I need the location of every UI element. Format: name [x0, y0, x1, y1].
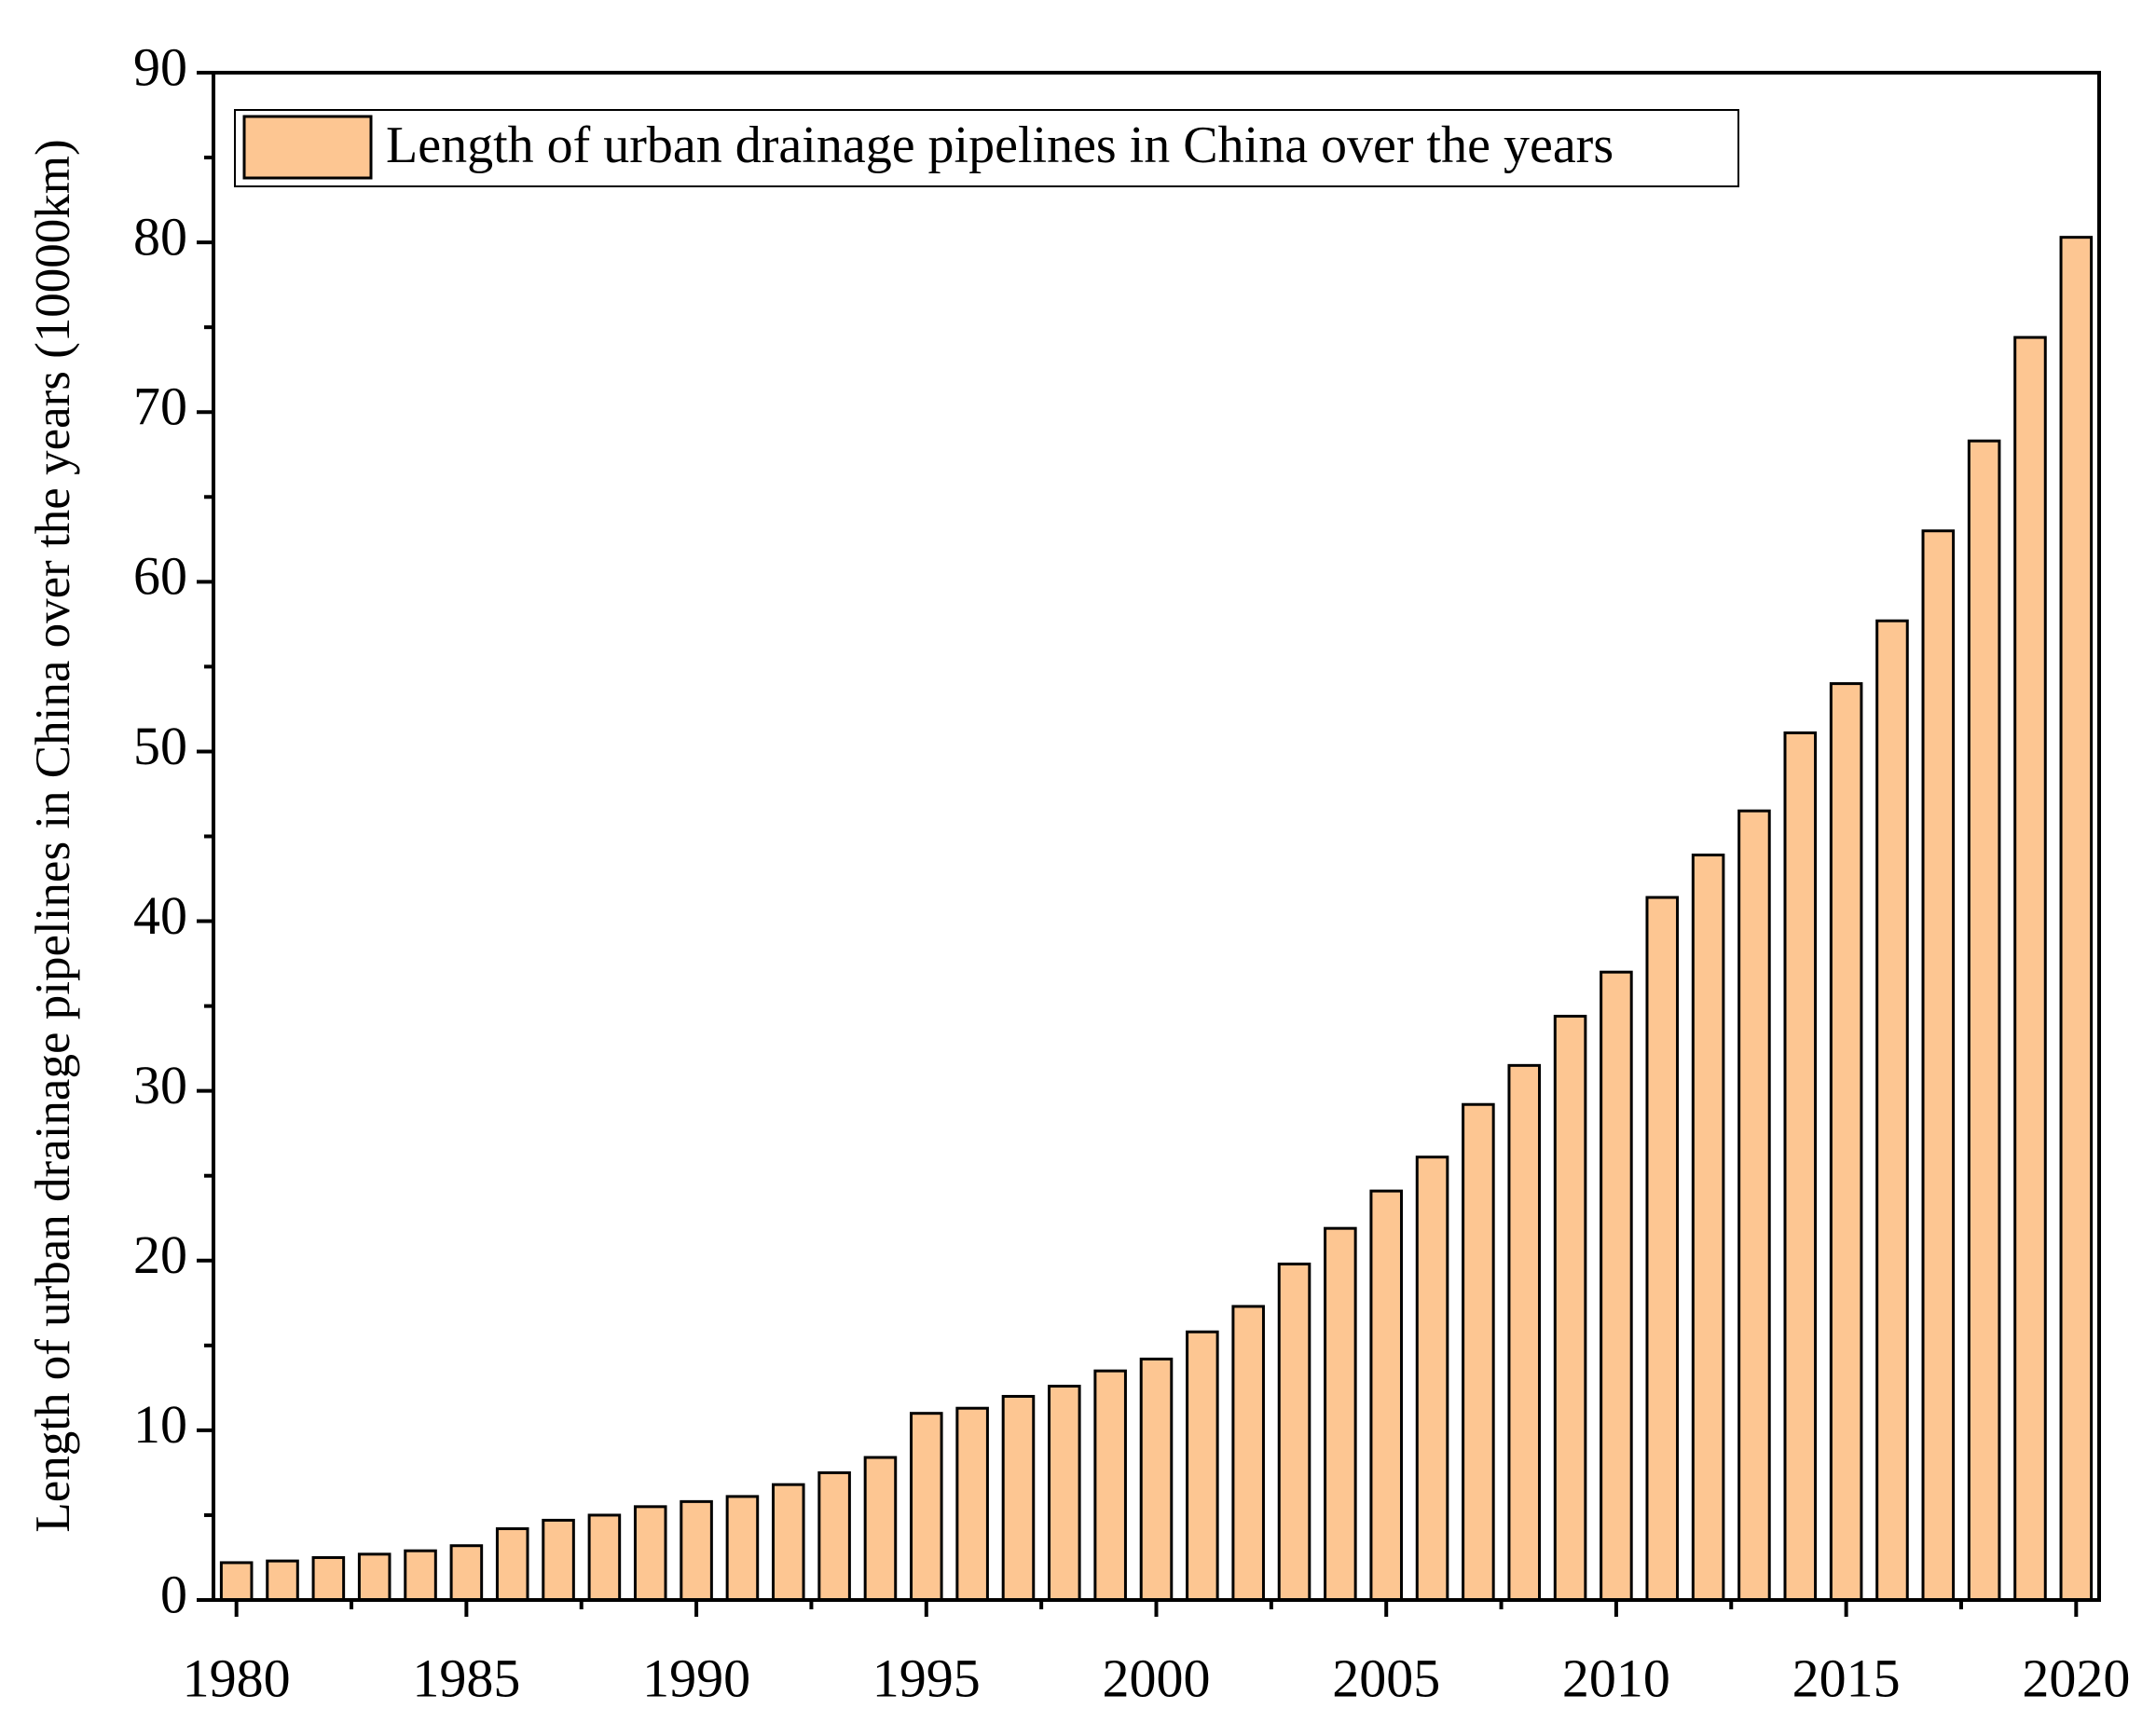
- bar: [1553, 1015, 1587, 1602]
- bar: [542, 1518, 575, 1602]
- x-tick-label: 1995: [872, 1648, 981, 1708]
- legend-box: [234, 109, 1739, 187]
- y-axis-label: Length of urban drainage pipelines in Ch…: [26, 139, 80, 1532]
- bar: [1783, 731, 1818, 1602]
- bar: [1462, 1102, 1495, 1602]
- legend-label: Length of urban drainage pipelines in Ch…: [386, 116, 1614, 174]
- bar: [1921, 529, 1956, 1602]
- y-tick-label: 0: [160, 1564, 187, 1624]
- bar: [495, 1527, 529, 1602]
- x-tick-label: 2005: [1332, 1648, 1440, 1708]
- bar: [1324, 1226, 1357, 1602]
- bar: [1600, 970, 1633, 1602]
- x-tick-label: 1990: [642, 1648, 750, 1708]
- bar: [1415, 1156, 1449, 1602]
- bar: [1967, 439, 2001, 1602]
- bar: [955, 1406, 989, 1602]
- bar: [1507, 1063, 1542, 1602]
- bar: [633, 1505, 667, 1602]
- x-tick-label: 1980: [183, 1648, 291, 1708]
- x-tick-label: 2020: [2022, 1648, 2130, 1708]
- bar: [771, 1483, 805, 1602]
- y-tick-label: 50: [133, 716, 187, 776]
- bar: [1093, 1369, 1127, 1602]
- bar: [1001, 1394, 1036, 1602]
- bar: [266, 1559, 299, 1602]
- y-tick-label: 60: [133, 546, 187, 607]
- y-tick-label: 70: [133, 376, 187, 437]
- bar: [1737, 809, 1771, 1602]
- bar: [404, 1549, 437, 1602]
- bar: [587, 1513, 622, 1602]
- bar: [1231, 1305, 1265, 1602]
- bar: [817, 1470, 851, 1602]
- bar: [1139, 1357, 1174, 1602]
- y-tick-label: 40: [133, 885, 187, 946]
- bar: [449, 1544, 484, 1602]
- bar: [1369, 1189, 1403, 1602]
- bar: [357, 1552, 391, 1602]
- y-tick-label: 90: [133, 36, 187, 97]
- bar: [1875, 619, 1909, 1602]
- bar: [680, 1499, 713, 1602]
- bar: [1691, 854, 1725, 1602]
- x-tick-label: 2015: [1792, 1648, 1901, 1708]
- bar: [863, 1456, 898, 1602]
- bar: [1829, 682, 1863, 1602]
- legend-swatch: [242, 115, 373, 180]
- bar: [2059, 236, 2094, 1602]
- y-tick-label: 80: [133, 206, 187, 267]
- y-tick-label: 10: [133, 1394, 187, 1455]
- bar: [311, 1555, 346, 1602]
- y-tick-label: 20: [133, 1224, 187, 1285]
- x-tick-label: 2010: [1562, 1648, 1670, 1708]
- bar: [1186, 1330, 1219, 1602]
- bar: [1277, 1262, 1311, 1602]
- bar: [219, 1561, 254, 1602]
- bar: [725, 1495, 760, 1602]
- x-tick-label: 1985: [412, 1648, 520, 1708]
- bar: [2013, 335, 2047, 1602]
- bar: [910, 1412, 943, 1602]
- bar: [1645, 896, 1680, 1602]
- x-tick-label: 2000: [1103, 1648, 1211, 1708]
- bar: [1048, 1385, 1081, 1602]
- y-tick-label: 30: [133, 1055, 187, 1115]
